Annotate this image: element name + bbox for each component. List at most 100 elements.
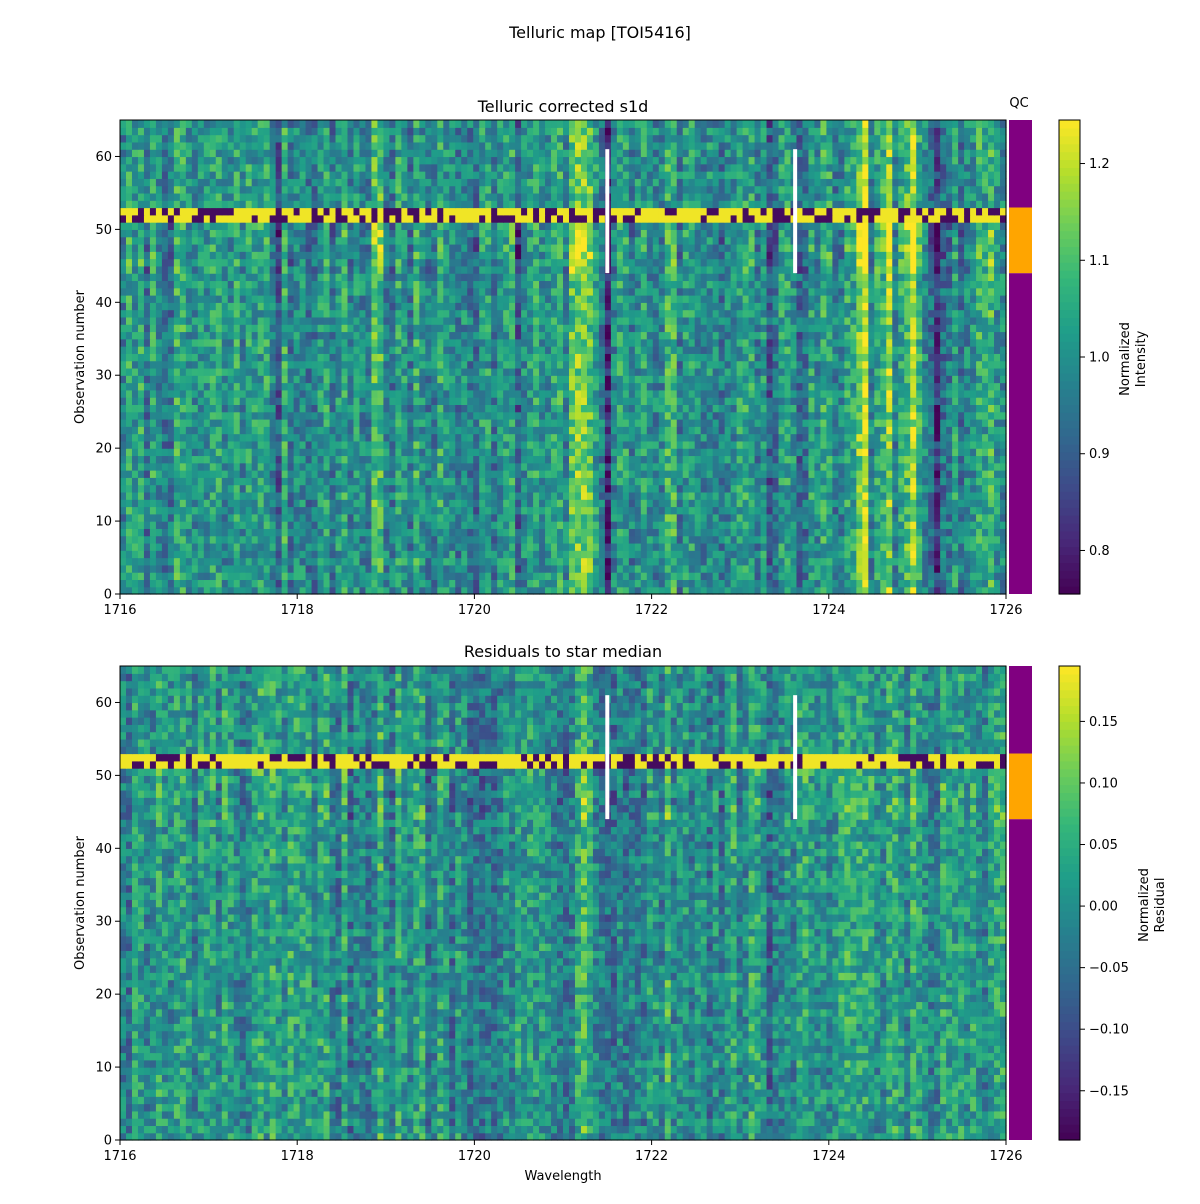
heatmap-cell [665, 477, 672, 485]
heatmap-cell [802, 587, 809, 595]
heatmap-cell [629, 383, 636, 391]
heatmap-cell [294, 492, 301, 500]
heatmap-cell [874, 550, 881, 558]
heatmap-cell [288, 412, 295, 420]
heatmap-cell [330, 441, 337, 449]
heatmap-cell [264, 558, 271, 566]
heatmap-cell [982, 492, 989, 500]
heatmap-cell [318, 353, 325, 361]
heatmap-cell [186, 419, 193, 427]
heatmap-cell [180, 383, 187, 391]
heatmap-cell [605, 397, 612, 405]
heatmap-cell [545, 434, 552, 442]
heatmap-cell [216, 499, 223, 507]
heatmap-cell [820, 499, 827, 507]
heatmap-cell [958, 434, 965, 442]
heatmap-cell [611, 397, 618, 405]
heatmap-cell [330, 499, 337, 507]
heatmap-cell [192, 448, 199, 456]
heatmap-cell [222, 485, 229, 493]
heatmap-cell [659, 579, 666, 587]
heatmap-cell [976, 499, 983, 507]
heatmap-cell [617, 587, 624, 595]
heatmap-cell [862, 521, 869, 529]
heatmap-cell [749, 528, 756, 536]
heatmap-cell [910, 419, 917, 427]
heatmap-cell [820, 579, 827, 587]
heatmap-cell [449, 404, 456, 412]
heatmap-cell [270, 536, 277, 544]
heatmap-cell [138, 565, 145, 573]
heatmap-cell [569, 470, 576, 478]
heatmap-cell [731, 470, 738, 478]
heatmap-cell [689, 543, 696, 551]
heatmap-cell [844, 463, 851, 471]
heatmap-cell [988, 587, 995, 595]
heatmap-cell [892, 536, 899, 544]
heatmap-cell [880, 514, 887, 522]
heatmap-cell [282, 426, 289, 434]
heatmap-cell [144, 477, 151, 485]
heatmap-cell [850, 572, 857, 580]
heatmap-cell [503, 426, 510, 434]
heatmap-cell [976, 492, 983, 500]
heatmap-cell [353, 361, 360, 369]
heatmap-cell [796, 565, 803, 573]
heatmap-cell [802, 412, 809, 420]
heatmap-cell [575, 390, 582, 398]
heatmap-cell [563, 514, 570, 522]
heatmap-cell [276, 579, 283, 587]
heatmap-cell [395, 368, 402, 376]
heatmap-cell [910, 477, 917, 485]
heatmap-cell [892, 470, 899, 478]
heatmap-cell [425, 536, 432, 544]
heatmap-cell [988, 404, 995, 412]
heatmap-cell [156, 579, 163, 587]
heatmap-cell [210, 499, 217, 507]
heatmap-cell [324, 514, 331, 522]
heatmap-cell [904, 470, 911, 478]
heatmap-cell [192, 441, 199, 449]
heatmap-cell [389, 514, 396, 522]
heatmap-cell [485, 470, 492, 478]
heatmap-cell [216, 477, 223, 485]
heatmap-cell [922, 470, 929, 478]
heatmap-cell [389, 390, 396, 398]
heatmap-cell [701, 383, 708, 391]
heatmap-cell [497, 463, 504, 471]
heatmap-cell [581, 528, 588, 536]
heatmap-cell [330, 368, 337, 376]
heatmap-cell [976, 463, 983, 471]
heatmap-cell [773, 485, 780, 493]
heatmap-cell [126, 441, 133, 449]
heatmap-cell [126, 492, 133, 500]
heatmap-cell [425, 579, 432, 587]
heatmap-cell [581, 470, 588, 478]
heatmap-cell [126, 485, 133, 493]
heatmap-cell [521, 419, 528, 427]
heatmap-cell [671, 441, 678, 449]
heatmap-cell [617, 361, 624, 369]
heatmap-cell [449, 426, 456, 434]
heatmap-cell [886, 550, 893, 558]
heatmap-cell [713, 528, 720, 536]
heatmap-cell [539, 448, 546, 456]
heatmap-cell [210, 587, 217, 595]
heatmap-cell [252, 419, 259, 427]
heatmap-cell [318, 375, 325, 383]
heatmap-cell [916, 550, 923, 558]
heatmap-cell [761, 441, 768, 449]
heatmap-cell [258, 558, 265, 566]
heatmap-cell [473, 528, 480, 536]
heatmap-cell [719, 441, 726, 449]
heatmap-cell [677, 470, 684, 478]
heatmap-cell [844, 565, 851, 573]
heatmap-cell [425, 485, 432, 493]
heatmap-cell [928, 463, 935, 471]
heatmap-cell [539, 397, 546, 405]
heatmap-cell [749, 441, 756, 449]
heatmap-cell [934, 492, 941, 500]
heatmap-cell [988, 455, 995, 463]
heatmap-cell [761, 587, 768, 595]
heatmap-cell [437, 455, 444, 463]
